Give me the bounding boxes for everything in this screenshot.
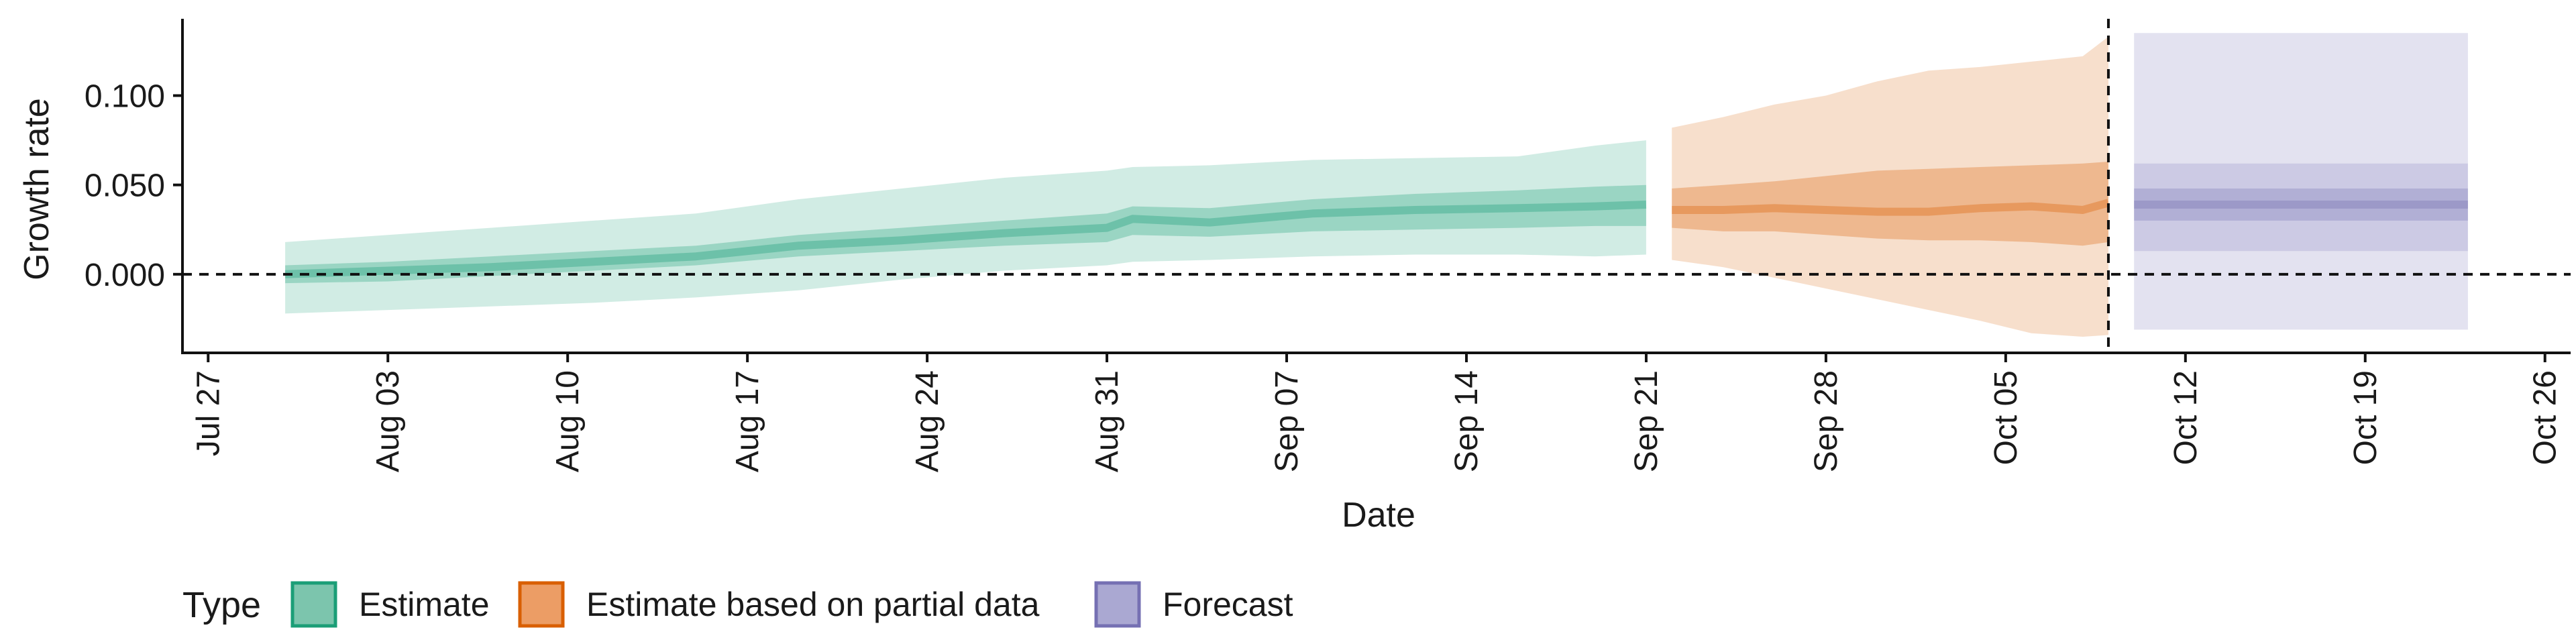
y-axis-label: Growth rate [17,98,56,280]
x-axis-label: Date [1342,496,1415,535]
series-estimate-based-on-partial-data [1672,36,2110,337]
estimate-based-on-partial-data-median-line [1672,199,2110,216]
y-axis-ticks: 0.000 0.050 0.100 [85,79,182,293]
x-tick-label: Sep 28 [1809,370,1844,472]
reference-lines [182,19,2571,353]
x-tick-label: Sep 07 [1269,370,1305,472]
forecast-band-95 [2134,33,2468,330]
legend-key-forecast [1094,581,1141,628]
legend-label-forecast: Forecast [1163,586,1293,623]
estimate-median-line [284,201,1647,278]
estimate-band-90 [285,140,1646,314]
x-tick-label: Aug 10 [550,370,586,472]
x-tick-label: Aug 31 [1089,370,1125,472]
legend-key-estimate-based-on-partial-data [518,581,565,628]
series-estimate [284,140,1647,314]
forecast-band-90 [2134,163,2468,252]
x-tick-label: Oct 05 [1988,370,2024,465]
uncertainty-bands [284,33,2468,337]
y-tick-label: 0.050 [85,168,165,204]
x-tick-label: Aug 03 [370,370,406,472]
forecast-band-50 [2134,189,2468,221]
legend-label-estimate: Estimate [359,586,490,623]
x-tick-label: Oct 26 [2528,370,2563,465]
legend-label-estimate-based-on-partial-data: Estimate based on partial data [586,586,1040,623]
legend-key-estimate [290,581,337,628]
estimate-based-on-partial-data-band-90 [1672,36,2108,337]
x-tick-label: Oct 12 [2168,370,2204,465]
x-tick-label: Aug 24 [910,370,945,472]
x-tick-label: Oct 19 [2348,370,2383,465]
x-tick-label: Aug 17 [730,370,765,472]
series-forecast [2134,33,2468,330]
x-axis-ticks: Jul 27 Aug 03 Aug 10 Aug 17 Aug 24 Aug 31 Sep … [191,353,2563,472]
axes [181,19,2571,354]
x-tick-label: Sep 21 [1629,370,1664,472]
estimate-based-on-partial-data-band-50 [1672,162,2108,246]
estimate-band-50 [285,184,1646,284]
x-tick-label: Sep 14 [1449,370,1485,472]
legend: Type Estimate Estimate based on partial d… [182,581,1293,628]
legend-title: Type [182,585,261,625]
x-tick-label: Jul 27 [191,370,226,456]
y-tick-label: 0.100 [85,79,165,115]
y-tick-label: 0.000 [85,258,165,293]
